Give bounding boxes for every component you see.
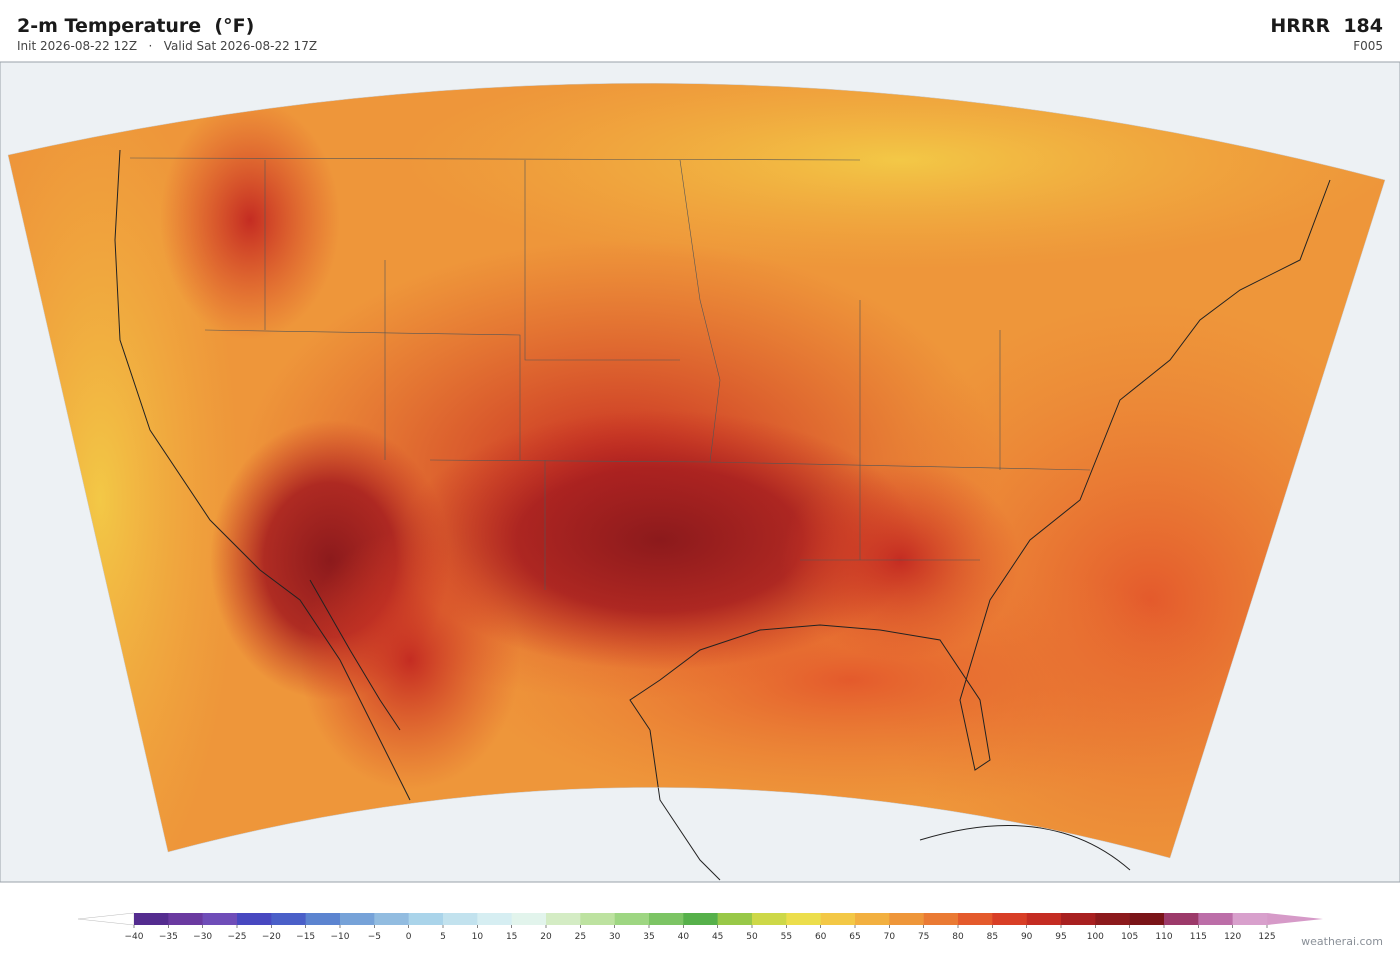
model-name: HRRR 184 [1270, 15, 1383, 37]
colorbar-under [77, 912, 135, 926]
colorbar-bin [340, 913, 375, 925]
colorbar-bin [511, 913, 547, 925]
colorbar-tick-label: 20 [540, 932, 552, 942]
colorbar-bin [477, 913, 512, 925]
colorbar-tick-label: −10 [331, 932, 350, 942]
colorbar-tick-label: 30 [609, 932, 621, 942]
colorbar-bin [1061, 913, 1096, 925]
map-title: 2-m Temperature (°F) [17, 15, 255, 37]
colorbar-bin [786, 913, 821, 925]
colorbar-tick-label: 125 [1258, 932, 1275, 942]
colorbar-tick-label: 0 [406, 932, 412, 942]
run-info: Init 2026-08-22 12Z · Valid Sat 2026-08-… [17, 39, 317, 53]
colorbar-tick-label: 40 [678, 932, 690, 942]
colorbar-tick-label: 55 [781, 932, 792, 942]
colorbar-tick-label: 75 [918, 932, 929, 942]
colorbar-bin [580, 913, 615, 925]
colorbar-tick-label: −30 [193, 932, 212, 942]
colorbar-bin [271, 913, 306, 925]
colorbar-tick-label: 110 [1155, 932, 1172, 942]
colorbar-tick-label: 15 [506, 932, 517, 942]
colorbar-bin [923, 913, 959, 925]
colorbar-bin [889, 913, 924, 925]
colorbar-bin [614, 913, 650, 925]
colorbar-bin [408, 913, 444, 925]
colorbar-tick-label: 100 [1087, 932, 1104, 942]
colorbar-bin [992, 913, 1027, 925]
colorbar-tick-label: 85 [987, 932, 998, 942]
colorbar-tick-label: 50 [746, 932, 758, 942]
colorbar-bin [1164, 913, 1199, 925]
colorbar-bin [237, 913, 272, 925]
colorbar-bin [958, 913, 993, 925]
domain-edge [7, 83, 1386, 859]
colorbar-bin [820, 913, 856, 925]
colorbar-bin [752, 913, 787, 925]
colorbar-bin [134, 913, 169, 925]
forecast-hour: F005 [1353, 39, 1383, 53]
colorbar-bin [168, 913, 203, 925]
colorbar-tick-label: −40 [125, 932, 144, 942]
colorbar-tick-label: −15 [296, 932, 315, 942]
colorbar-tick-label: 5 [440, 932, 446, 942]
colorbar-tick-label: 120 [1224, 932, 1241, 942]
colorbar: −40 −35 −30 −25 −20 −15 −10 −5 0 5 10 15 20 25 30 35 40 4… [77, 912, 1323, 942]
colorbar-tick-label: −35 [159, 932, 178, 942]
colorbar-bin [1095, 913, 1130, 925]
colorbar-tick-label: −25 [228, 932, 247, 942]
colorbar-bin [717, 913, 753, 925]
colorbar-bin [649, 913, 684, 925]
watermark: weatherai.com [1301, 935, 1383, 948]
colorbar-bin [202, 913, 238, 925]
colorbar-tick-label: 95 [1055, 932, 1066, 942]
separator: · [148, 39, 153, 53]
colorbar-tick-label: 105 [1121, 932, 1138, 942]
colorbar-tick-label: 70 [884, 932, 896, 942]
colorbar-tick-label: 25 [575, 932, 586, 942]
colorbar-bin [1198, 913, 1233, 925]
colorbar-tick-label: 45 [712, 932, 723, 942]
colorbar-bin [443, 913, 478, 925]
colorbar-tick-label: 90 [1021, 932, 1033, 942]
colorbar-tick-label: 65 [849, 932, 860, 942]
colorbar-bin [1026, 913, 1062, 925]
colorbar-tick-label: 60 [815, 932, 827, 942]
colorbar-bin [1232, 913, 1268, 925]
colorbar-bin [305, 913, 341, 925]
colorbar-bin [546, 913, 581, 925]
temperature-field [8, 83, 1385, 859]
state-borders [129, 157, 1091, 590]
colorbar-tick-label: 115 [1190, 932, 1207, 942]
colorbar-bin [683, 913, 718, 925]
colorbar-over [1267, 913, 1323, 925]
colorbar-tick-label: 35 [643, 932, 654, 942]
colorbar-tick-label: 10 [472, 932, 484, 942]
colorbar-bin [374, 913, 409, 925]
colorbar-tick-label: 80 [952, 932, 964, 942]
colorbar-bin [1129, 913, 1165, 925]
colorbar-tick-label: −5 [368, 932, 381, 942]
colorbar-tick-label: −20 [262, 932, 281, 942]
valid-time: Valid Sat 2026-08-22 17Z [163, 39, 318, 53]
init-time: Init 2026-08-22 12Z [17, 39, 138, 53]
coastlines [114, 149, 1331, 881]
colorbar-bin [855, 913, 890, 925]
